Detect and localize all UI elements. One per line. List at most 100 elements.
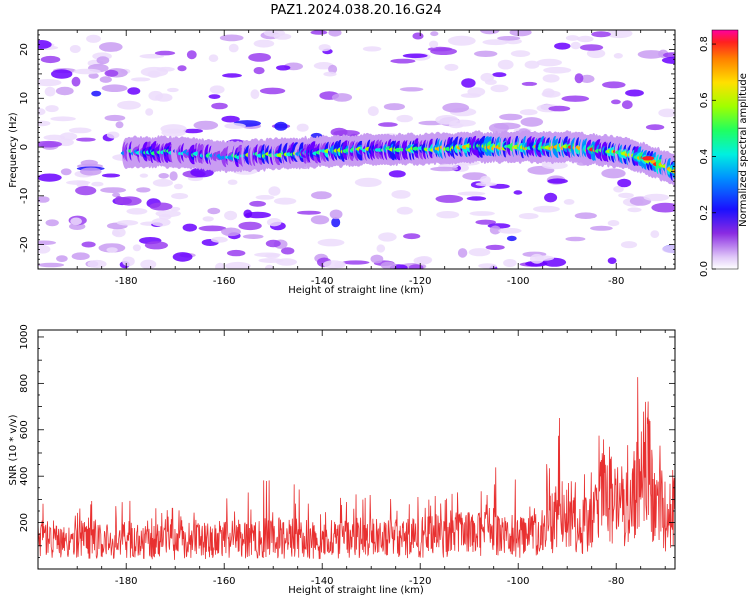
spectrogram-noise-blob	[253, 39, 275, 48]
spectrogram-ridge-cell	[679, 154, 685, 185]
spectrogram-noise-blob	[621, 100, 633, 110]
spectrogram-noise-blob	[310, 215, 330, 225]
spectrogram-noise-blob	[38, 262, 65, 268]
spectrogram-ridge-cell	[678, 170, 686, 174]
spectrogram-noise-blob	[442, 102, 470, 113]
spectrogram-noise-blob	[50, 116, 76, 122]
x-tick-label: -180	[115, 276, 138, 287]
spectrogram-noise-blob	[520, 117, 544, 127]
spectrogram-noise-blob	[574, 73, 584, 84]
spectrogram-noise-blob	[70, 217, 82, 226]
spectrogram-noise-blob	[480, 30, 500, 35]
spectrogram-noise-blob	[430, 166, 459, 172]
spectrogram-noise-blob	[461, 78, 476, 88]
spectrogram-ridge-cell	[680, 161, 690, 181]
spectrogram-noise-blob	[75, 186, 97, 196]
spectrogram-noise-blob	[503, 259, 517, 267]
spectrogram-noise-blob	[513, 190, 523, 195]
spectrogram-noise-blob	[561, 95, 590, 102]
x-tick-label: -140	[311, 276, 334, 287]
spectrogram-noise-blob	[38, 240, 56, 246]
spectrogram-noise-blob	[579, 74, 595, 83]
spectrogram-ridge-cell	[677, 168, 687, 178]
spectrogram-noise-blob	[101, 84, 128, 92]
spectrogram-noise-blob	[362, 46, 382, 52]
spectrogram-noise-blob	[227, 249, 246, 257]
spectrogram-noise-blob	[248, 53, 271, 62]
spectrogram-noise-blob	[68, 127, 92, 134]
colorbar-label: Normalized spectral amplitude	[738, 73, 749, 227]
x-tick-label: -80	[608, 576, 624, 587]
spectrogram-noise-blob	[490, 84, 509, 93]
snr-x-axis-label: Height of straight line (km)	[288, 585, 424, 596]
colorbar-ticks: 0.0 0.2 0.4 0.6 0.8	[699, 36, 716, 277]
spectrogram-noise-blob	[101, 173, 121, 178]
spectrogram-noise-blob	[71, 76, 81, 87]
spectrogram-noise-blob	[126, 208, 148, 215]
spectrogram-noise-blob	[645, 124, 665, 131]
spectrogram-noise-blob	[488, 123, 510, 133]
spectrogram-noise-blob	[38, 120, 51, 127]
spectrogram-noise-blob	[429, 40, 439, 48]
x-tick-label: -100	[507, 276, 530, 287]
spectrogram-noise-blob	[104, 114, 126, 122]
spectrogram-noise-blob	[243, 209, 253, 219]
y-tick-label: 10	[19, 92, 30, 105]
spectrogram-noise-blob	[211, 102, 228, 110]
spectrogram-noise-blob	[650, 230, 660, 239]
spectrogram-noise-blob	[510, 50, 531, 57]
spectrogram-noise-blob	[547, 178, 568, 184]
spectrogram-noise-blob	[388, 170, 406, 178]
x-tick-label: -120	[409, 276, 432, 287]
spectrogram-noise-blob	[132, 244, 141, 252]
spectrogram-noise-blob	[115, 121, 124, 129]
spectrogram-noise-blob	[444, 63, 459, 71]
spectrogram-noise-blob	[140, 259, 157, 269]
spectrogram-noise-blob	[45, 219, 59, 227]
spectrogram-noise-blob	[403, 233, 421, 240]
spectrogram-noise-blob	[430, 31, 439, 37]
spectrogram-noise-blob	[215, 262, 225, 269]
spectrogram-noise-blob	[354, 177, 382, 187]
spectrogram-y-axis-label: Frequency (Hz)	[8, 112, 19, 188]
spectrogram-noise-blob	[399, 87, 424, 92]
spectrogram-noise-blob	[447, 35, 476, 46]
x-tick-label: -80	[608, 276, 624, 287]
spectrogram-noise-blob	[554, 42, 571, 50]
spectrogram-noise-blob	[341, 260, 370, 265]
spectrogram-noise-blob	[617, 178, 632, 188]
spectrogram-noise-blob	[533, 205, 560, 213]
spectrogram-noise-blob	[273, 197, 297, 205]
spectrogram-noise-blob	[297, 210, 321, 215]
spectrogram-noise-blob	[86, 34, 101, 43]
spectrogram-noise-blob	[541, 161, 568, 170]
spectrogram-noise-blob	[602, 81, 626, 89]
spectrogram-noise-blob	[475, 219, 497, 225]
spectrogram-noise-blob	[658, 108, 675, 118]
spectrogram-noise-blob	[117, 196, 142, 206]
spectrogram-noise-blob	[620, 241, 638, 249]
spectrogram-noise-blob	[518, 213, 539, 220]
spectrogram-noise-blob	[281, 247, 295, 255]
spectrogram-noise-blob	[485, 244, 505, 250]
spectrogram-noise-blob	[158, 173, 169, 179]
spectrogram-noise-blob	[177, 65, 187, 72]
x-tick-label: -160	[213, 276, 236, 287]
spectrogram-noise-blob	[69, 45, 81, 53]
spectrogram-noise-blob	[430, 47, 457, 56]
spectrogram-noise-blob	[209, 85, 225, 94]
spectrogram-noise-blob	[38, 79, 62, 87]
spectrogram-noise-blob	[601, 168, 626, 179]
y-tick-label: 400	[19, 467, 30, 486]
spectrogram-noise-blob	[492, 72, 507, 78]
spectrogram-noise-blob	[222, 73, 242, 78]
spectrogram-noise-blob	[221, 115, 240, 123]
spectrogram-noise-blob	[296, 123, 309, 132]
spectrogram-ridge-cell	[677, 161, 687, 181]
spectrogram-ridge-cell	[681, 169, 689, 173]
spectrogram-noise-blob	[43, 134, 66, 141]
y-tick-label: 600	[19, 420, 30, 439]
spectrogram-noise-blob	[548, 105, 571, 112]
spectrogram-noise-blob	[637, 50, 665, 59]
